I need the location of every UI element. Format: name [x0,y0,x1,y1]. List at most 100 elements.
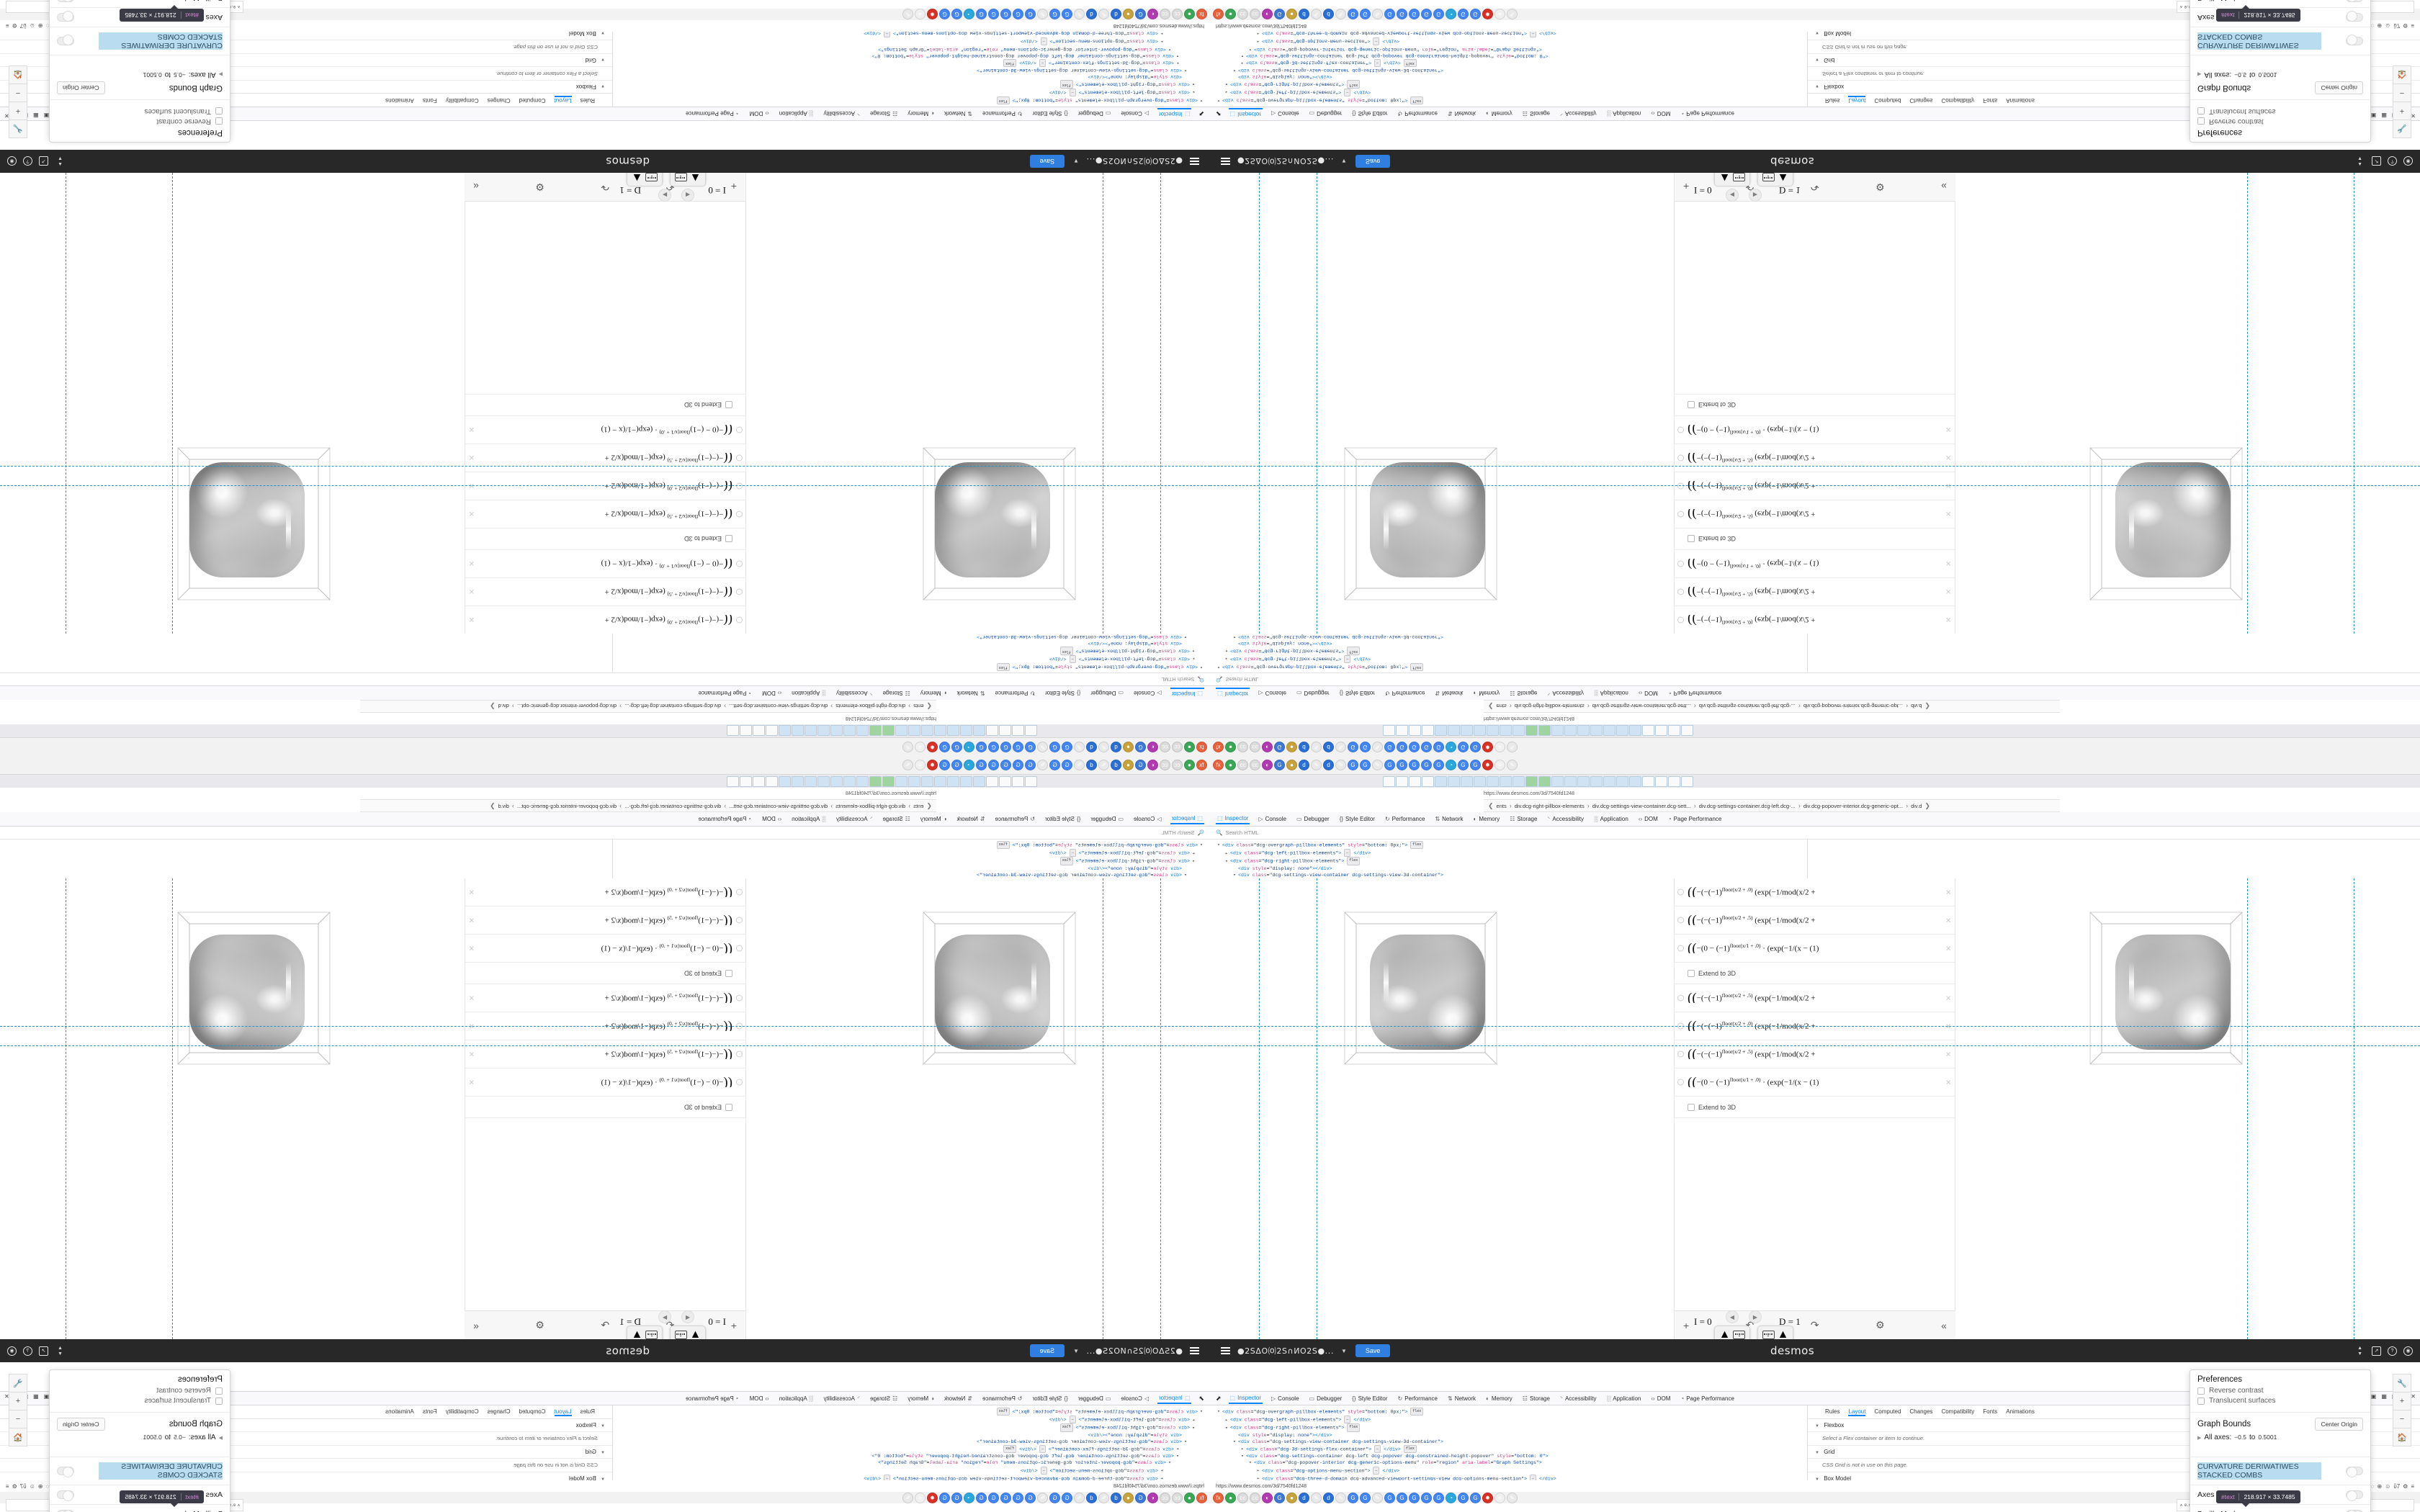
extension-icons-left[interactable]: fx ● cc cc ◐ G ● d ✎ d ✎ G G ✎ G G G G G ◔ G G ✹ ≡ ✎ [902,742,1210,752]
settings-icon[interactable]: ⚙ [2403,22,2408,30]
extension-icon-8[interactable]: ✎ [1311,9,1322,20]
surface-3d-render[interactable] [2115,935,2231,1050]
address-bar[interactable]: https://www.desmos.com/3d/7540fd1248 [1210,713,2420,724]
axes-min-input[interactable]: −0.5 [174,1434,186,1441]
graph-title[interactable]: ●2SΔO⒪2S∩ИO2S●... [1086,156,1183,166]
extension-icon-24[interactable]: ✎ [902,9,913,20]
delete-expression-icon[interactable]: × [1945,586,1951,598]
address-bar[interactable]: https://www.desmos.com/3d/7540fd1248 [0,713,1210,724]
extension-icon-1[interactable]: ● [1225,1492,1236,1503]
dom-node[interactable]: ▾<div class="dcg-right-pillbox-elements"… [1217,1423,1807,1432]
browser-tab-16[interactable] [817,725,830,737]
expression-color-dot[interactable] [736,616,743,624]
wrench-icon[interactable]: ὒ7 [19,22,27,30]
extension-icon-0[interactable]: fx [1196,1492,1207,1503]
devtools-top[interactable]: ⬚ Inspector ▷ Console ▭ Debugger {} Style Edito… [0,634,1210,700]
delete-expression-icon[interactable]: × [469,424,475,436]
browser-tab-21[interactable] [1655,725,1667,737]
breadcrumb-item[interactable]: div.d [1911,703,1922,710]
zoom-out-icon[interactable]: − [2393,1410,2411,1428]
dom-node[interactable]: <div style="display: none"></div> [1088,74,1182,80]
browser-tab-15[interactable] [830,775,843,787]
menu-icon[interactable] [1186,157,1204,166]
extension-icon-19[interactable]: ◔ [964,760,974,770]
extension-icon-5[interactable]: G [1274,742,1285,752]
dom-node[interactable]: ▸<div class="dcg-left-pillbox-elements">… [1049,1416,1195,1424]
layout-tab-animations[interactable]: Animations [2006,97,2035,104]
browser-tab-5[interactable] [1448,775,1460,787]
extension-icon-11[interactable]: G [1062,742,1072,752]
extension-icon-3[interactable]: cc [1160,9,1170,20]
breadcrumb-prev-icon[interactable]: ❮ [926,703,932,711]
extension-icon-0[interactable]: fx [1213,9,1224,20]
devtools-tab-storage[interactable]: ☷ Storage [1508,688,1538,698]
flex-badge[interactable]: flex [1410,841,1424,850]
extension-icon-15[interactable]: G [1013,742,1023,752]
flexbox-section-header[interactable]: ▼ Flexbox [1808,1419,2420,1432]
layout-tab-computed[interactable]: Computed [1874,97,1901,104]
extension-icon-24[interactable]: ✎ [902,1492,913,1503]
extension-icon-18[interactable]: G [976,742,987,752]
expression-color-dot[interactable] [736,454,743,462]
dom-tree-pane[interactable]: ▾<div class="dcg-overgraph-pillbox-eleme… [612,634,1210,672]
layout-tab-compatibility[interactable]: Compatibility [1941,1408,1975,1415]
expression-math[interactable]: ((−(−(−1)floor(x/2 + .5) (exp(−1/mod(x/2… [1688,587,1816,597]
breadcrumb-item[interactable]: div.dcg-right-pillbox-elements [835,802,906,809]
twisty-icon[interactable]: ▾ [1241,1454,1244,1459]
browser-tab-15[interactable] [1577,725,1590,737]
keyboard-icon[interactable] [1733,1331,1746,1339]
dom-node[interactable]: ▸<div class="dcg-left-pillbox-elements">… [1225,1416,1371,1424]
extension-icon-9[interactable]: d [1323,1492,1334,1503]
dom-node[interactable]: ▾<div class="dcg-right-pillbox-elements"… [1217,80,1807,89]
browser-tab-14[interactable] [1564,775,1577,787]
boxmodel-section-header[interactable]: ▼ Box Model [1808,1472,2420,1485]
zoom-out-icon[interactable]: − [9,1410,27,1428]
extension-icon-3[interactable]: cc [1160,1492,1170,1503]
flex-badge[interactable]: flex [1410,662,1424,671]
breadcrumb-next-icon[interactable]: ❯ [1924,801,1930,809]
extension-icon-17[interactable]: G [1421,9,1432,20]
extension-icon-2[interactable]: cc [1172,742,1183,752]
save-button[interactable]: Save [1029,1344,1065,1357]
browser-tab-23[interactable] [1681,725,1693,737]
breadcrumb-item[interactable]: div.dcg-popover-interior.dcg-generic-opt… [516,802,617,809]
browser-tab-10[interactable] [1512,725,1525,737]
search-input[interactable]: Search HTML [1161,676,1195,683]
dom-node[interactable]: ▸<div class="dcg-3d-settings-flex-contai… [1217,1445,1807,1454]
expression-color-dot[interactable] [736,1079,743,1086]
wrench-icon[interactable]: ὒ7 [2393,22,2401,30]
surface-3d-render[interactable] [189,935,305,1050]
toggle-switch[interactable] [2346,1467,2363,1478]
devtools-tab-storage[interactable]: ☷ Storage [882,814,912,824]
extension-icon-20[interactable]: G [951,1492,962,1503]
expression-row[interactable]: ((−(0 − (−1)floor(x/1 + .0) · (exp(−1/(x… [465,549,745,577]
wrench-icon[interactable]: 🔧 [9,1374,27,1392]
extension-icon-9[interactable]: d [1323,742,1334,752]
expression-row[interactable]: ((−(−(−1)floor(x/2 + .5) (exp(−1/mod(x/2… [465,500,745,528]
chevron-down-icon[interactable]: ▼ [601,1451,605,1455]
chevron-down-icon[interactable]: ▼ [1815,57,1819,61]
extension-icon-7[interactable]: d [1299,760,1309,770]
dom-node[interactable]: ▾<div class="dcg-right-pillbox-elements"… [613,857,1203,865]
devtools-tab-debugger[interactable]: ▭ Debugger [1089,688,1125,698]
browser-tab-23[interactable] [1681,775,1693,787]
layout-tab-rules[interactable]: Rules [1825,97,1840,104]
devtools-tab-page-performance[interactable]: ◔ Page Performance [1667,688,1724,698]
extension-icon-10[interactable]: ✎ [1074,742,1085,752]
expression-checkbox-row[interactable]: Extend to 3D [1675,963,1955,984]
browser-tab-0[interactable] [1025,725,1037,737]
expression-math[interactable]: ((−(−(−1)floor(x/2 + .5) (exp(−1/mod(x/2… [604,915,732,925]
extension-icon-21[interactable]: G [1470,742,1481,752]
layout-tab-changes[interactable]: Changes [1909,97,1933,104]
extension-icon-17[interactable]: G [1421,1492,1432,1503]
browser-tab-21[interactable] [753,775,765,787]
dom-node[interactable]: ▾<div class="dcg-right-pillbox-elements"… [1217,857,1807,865]
dom-tree-pane[interactable]: ▾<div class="dcg-overgraph-pillbox-eleme… [612,27,1210,107]
extension-icon-23[interactable]: ≡ [915,1492,926,1503]
collapse-icon[interactable]: « [1941,1319,1947,1331]
devtools-search-row[interactable]: 🔍 Search HTML [0,672,1210,685]
flex-badge[interactable]: flex [996,96,1010,104]
extension-icon-15[interactable]: G [1013,760,1023,770]
desmos-header[interactable]: ●2SΔO⒪2S∩ИO2S●... ▼ Save desmos ▲ ▼ ↗ ? ◉ [1210,1339,2420,1362]
extend-to-3d-control[interactable]: Extend to 3D [684,969,732,977]
